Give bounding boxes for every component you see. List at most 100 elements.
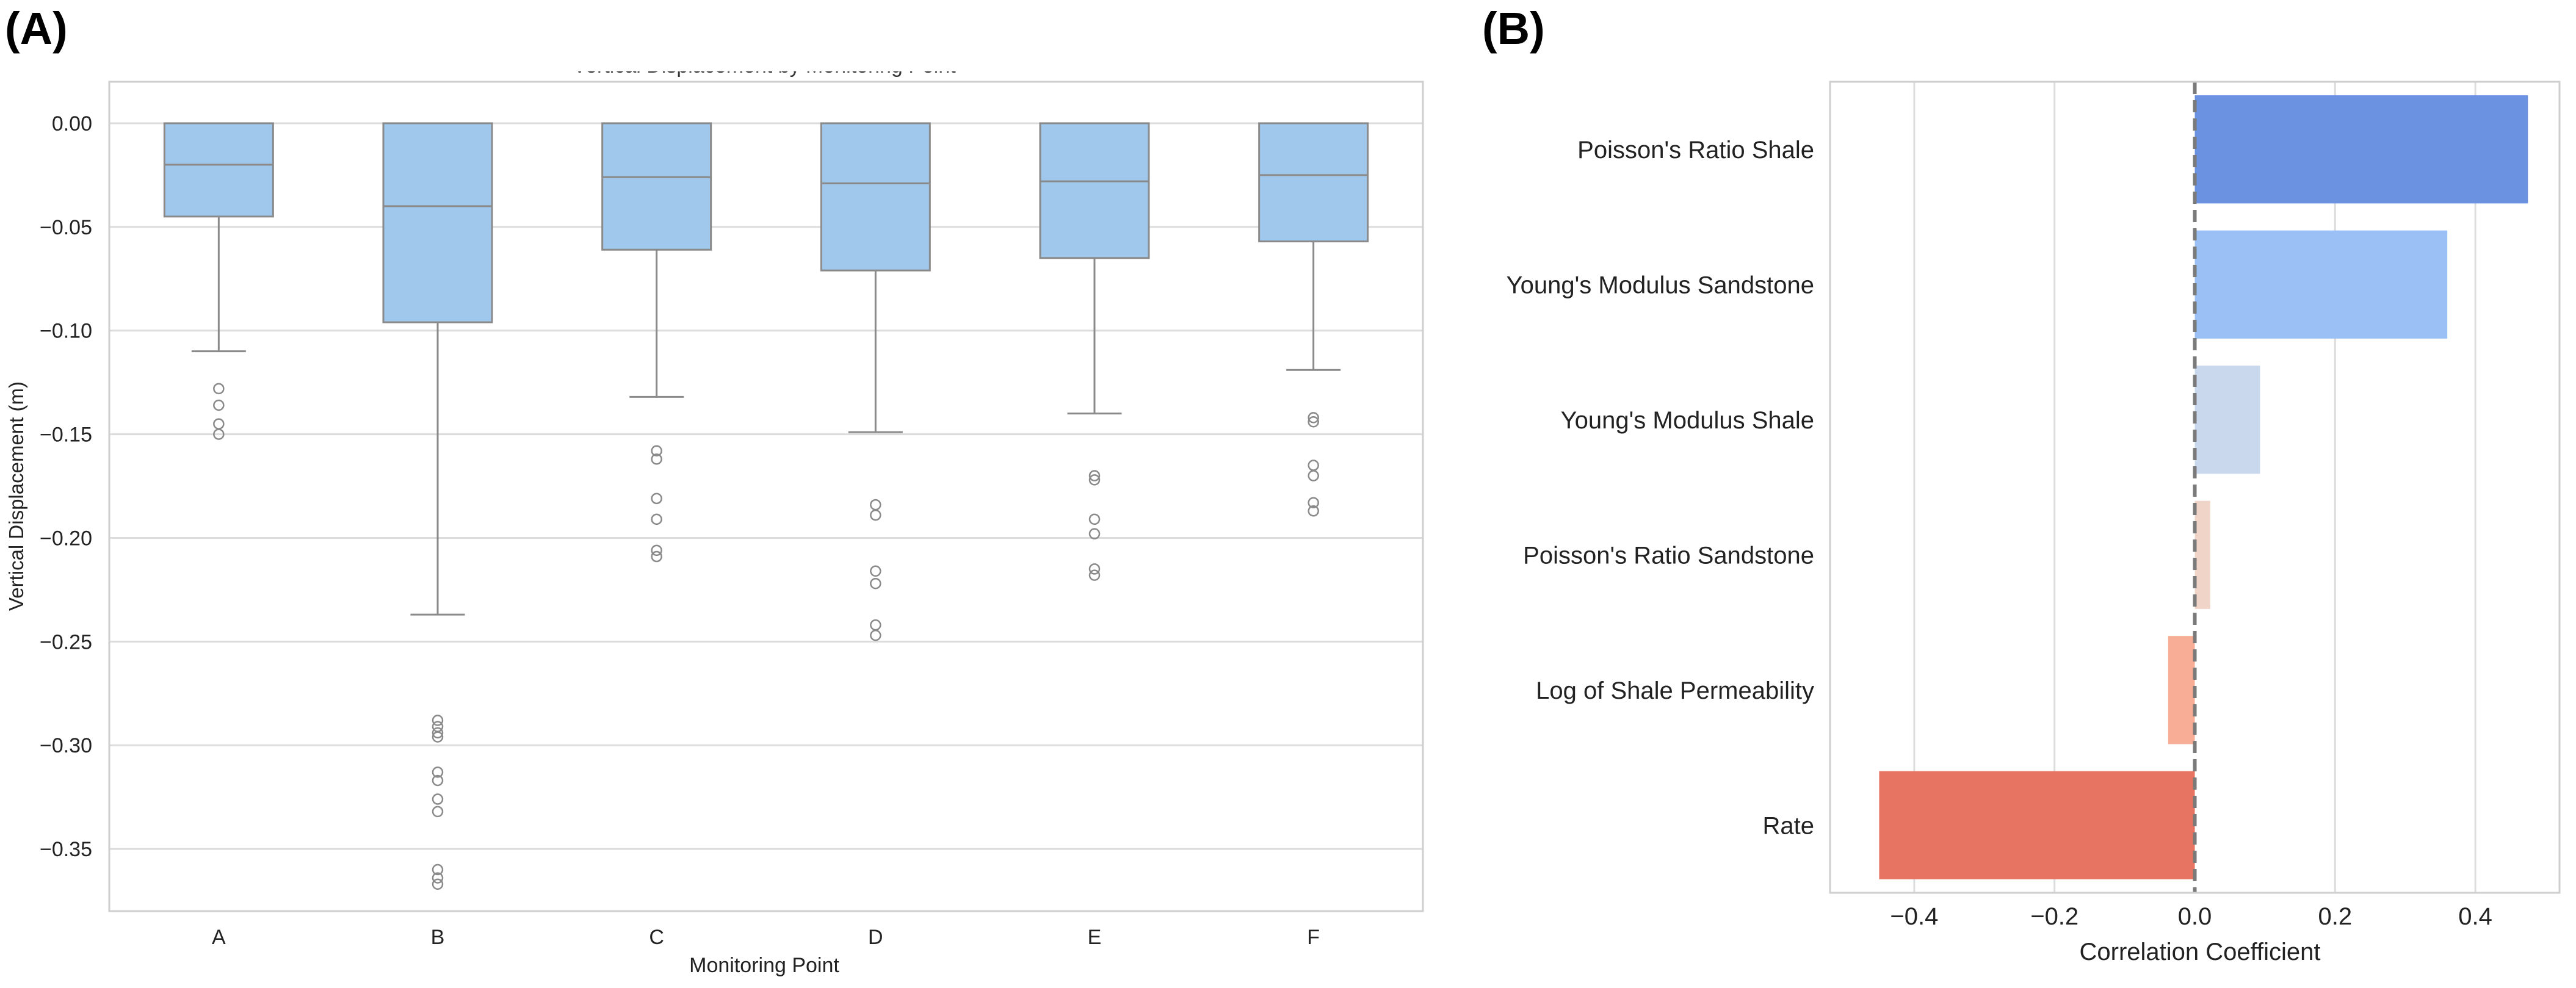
outlier-point xyxy=(432,715,444,726)
panel-a-title-mask xyxy=(427,18,1111,71)
box-iqr xyxy=(1039,122,1150,259)
x-tick-label: F xyxy=(1307,926,1320,949)
outlier-point xyxy=(213,418,225,430)
outlier-point xyxy=(1308,416,1319,428)
box-a xyxy=(163,122,274,440)
y-tick-label: −0.20 xyxy=(40,527,92,550)
panel-b-bars xyxy=(1879,95,2528,879)
y-tick-label: −0.15 xyxy=(40,424,92,447)
outlier-point xyxy=(432,806,444,818)
outlier-point xyxy=(651,550,662,563)
box-b xyxy=(382,122,493,890)
outlier-point xyxy=(1308,497,1319,508)
panel-a-y-ticks: 0.00 −0.05 −0.10 −0.15 −0.20 −0.25 −0.30 −0.35 xyxy=(40,112,92,861)
category-label: Rate xyxy=(1763,812,1815,839)
box-iqr xyxy=(601,122,712,251)
bar-3 xyxy=(2194,366,2260,474)
outlier-point xyxy=(432,731,444,743)
box-e xyxy=(1039,122,1150,581)
y-tick-label: −0.35 xyxy=(40,838,92,861)
outlier-point xyxy=(1088,470,1101,481)
outlier-point xyxy=(1308,460,1319,471)
bar-5 xyxy=(2168,636,2195,745)
panel-a-grid xyxy=(109,122,1423,850)
y-tick-label: 0.00 xyxy=(52,112,92,135)
category-label: Poisson's Ratio Sandstone xyxy=(1523,542,1814,569)
panel-a-x-ticks: A B C D E F xyxy=(212,926,1320,949)
bar-1 xyxy=(2194,95,2528,204)
outlier-point xyxy=(432,793,444,805)
category-label: Log of Shale Permeability xyxy=(1536,677,1814,704)
outlier-point xyxy=(651,453,662,465)
outlier-point xyxy=(651,492,662,505)
outlier-point xyxy=(432,878,444,890)
outlier-point xyxy=(432,774,444,787)
panel-a-boxes xyxy=(163,122,1369,890)
outlier-point xyxy=(1308,470,1319,481)
outlier-point xyxy=(870,499,881,511)
box-iqr xyxy=(382,122,493,323)
x-tick-label: E xyxy=(1088,926,1102,949)
y-tick-label: −0.25 xyxy=(40,630,92,654)
outlier-point xyxy=(432,872,444,884)
panel-b-category-labels: Poisson's Ratio Shale Young's Modulus San… xyxy=(1507,137,1814,840)
panel-a-label: (A) xyxy=(5,3,68,54)
panel-a-x-axis-label: Monitoring Point xyxy=(689,954,839,977)
x-tick-label: 0.0 xyxy=(2178,903,2212,930)
box-f xyxy=(1258,122,1369,517)
outlier-point xyxy=(1088,474,1101,486)
outlier-point xyxy=(651,513,662,525)
panel-b-label: (B) xyxy=(1482,3,1545,54)
x-tick-label: B xyxy=(431,926,445,949)
panel-b-grid xyxy=(1913,82,2477,893)
panel-b-x-ticks: −0.4 −0.2 0.0 0.2 0.4 xyxy=(1890,903,2492,930)
outlier-point xyxy=(432,727,444,739)
outlier-point xyxy=(1088,569,1101,581)
x-tick-label: −0.4 xyxy=(1890,903,1938,930)
outlier-point xyxy=(432,864,444,876)
outlier-point xyxy=(1088,563,1101,575)
panel-b-x-axis-label: Correlation Coefficient xyxy=(2079,939,2320,965)
outlier-point xyxy=(870,509,881,521)
category-label: Young's Modulus Sandstone xyxy=(1507,272,1814,298)
x-tick-label: −0.2 xyxy=(2030,903,2079,930)
outlier-point xyxy=(870,619,881,631)
panel-a-frame xyxy=(108,81,1424,912)
outlier-point xyxy=(213,428,225,440)
outlier-point xyxy=(1088,528,1101,539)
panel-b-correlation-bars: (B) Poisson's Ratio Shale Young's Modulus… xyxy=(1482,3,2561,965)
x-tick-label: D xyxy=(868,926,883,949)
box-iqr xyxy=(163,122,274,218)
panel-a-y-axis-label: Vertical Displacement (m) xyxy=(5,381,27,611)
x-tick-label: 0.2 xyxy=(2318,903,2353,930)
outlier-point xyxy=(870,629,881,641)
outlier-point xyxy=(870,565,881,577)
bar-2 xyxy=(2194,230,2448,339)
x-tick-label: 0.4 xyxy=(2458,903,2492,930)
outlier-point xyxy=(651,544,662,557)
bar-6 xyxy=(1879,771,2195,879)
box-iqr xyxy=(1258,122,1369,243)
x-tick-label: C xyxy=(649,926,664,949)
outlier-point xyxy=(1308,505,1319,517)
outlier-point xyxy=(1308,412,1319,424)
outlier-point xyxy=(432,766,444,778)
box-d xyxy=(820,122,931,641)
outlier-point xyxy=(870,577,881,590)
y-tick-label: −0.05 xyxy=(40,216,92,239)
box-c xyxy=(601,122,712,563)
outlier-point xyxy=(213,383,225,395)
panel-a-boxplot: (A) Vertical Displacement by Monitoring … xyxy=(5,3,1424,977)
box-iqr xyxy=(820,122,931,272)
y-tick-label: −0.30 xyxy=(40,734,92,757)
x-tick-label: A xyxy=(212,926,226,949)
category-label: Young's Modulus Shale xyxy=(1561,407,1814,434)
bar-4 xyxy=(2194,500,2210,609)
panel-b-frame xyxy=(1829,81,2561,894)
y-tick-label: −0.10 xyxy=(40,320,92,343)
outlier-point xyxy=(213,399,225,411)
outlier-point xyxy=(1088,513,1101,525)
category-label: Poisson's Ratio Shale xyxy=(1577,137,1814,164)
outlier-point xyxy=(651,445,662,457)
